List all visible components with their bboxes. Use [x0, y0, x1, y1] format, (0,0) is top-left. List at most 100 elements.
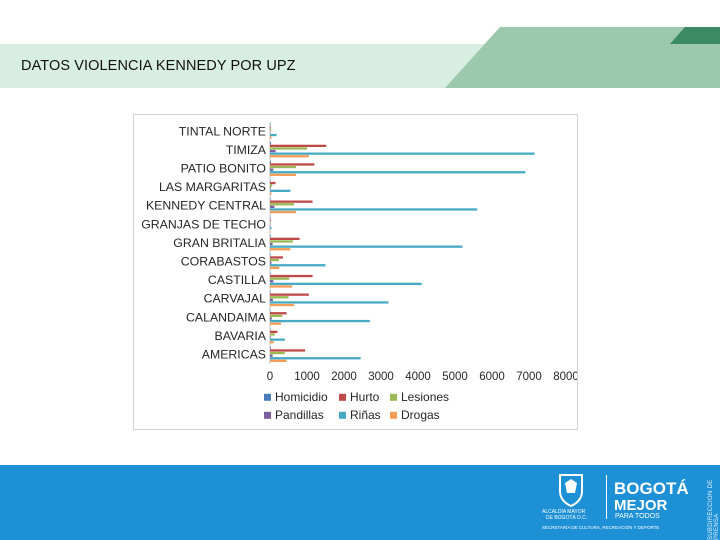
bar-lesiones	[270, 351, 285, 355]
bar-homicidio	[270, 290, 271, 294]
bar-pandillas	[270, 168, 274, 171]
chart-container: TINTAL NORTE TIMIZA PATIO BONITO LAS MARGAR…	[133, 114, 579, 430]
bar-hurto	[270, 237, 300, 240]
bar-rinas	[270, 357, 361, 360]
alcaldia-line-1: ALCALDÍA MAYOR	[542, 509, 586, 515]
bar-pandillas	[270, 280, 274, 283]
category-label: AMERICAS	[202, 348, 266, 362]
bar-drogas	[270, 173, 296, 176]
bar-lesiones	[270, 221, 271, 224]
legend-swatch	[339, 411, 346, 419]
bar-homicidio	[270, 328, 271, 331]
bar-rinas	[270, 152, 535, 155]
bar-hurto	[270, 200, 313, 203]
bar-hurto	[270, 312, 287, 315]
x-tick-label: 8000	[553, 371, 577, 383]
bar-rinas	[270, 319, 370, 323]
bar-lesiones	[270, 165, 296, 169]
bar-pandillas	[270, 149, 276, 153]
bar-lesiones	[270, 258, 279, 262]
bar-lesiones	[270, 184, 273, 187]
bar-hurto	[270, 330, 278, 333]
x-tick-label: 5000	[442, 371, 468, 383]
banner-decoration	[445, 27, 720, 88]
bar-drogas	[270, 322, 282, 325]
bar-lesiones	[270, 128, 272, 131]
mejor-wordmark: MEJOR	[614, 497, 668, 514]
bar-drogas	[270, 210, 296, 214]
category-label: TINTAL NORTE	[179, 124, 266, 138]
bar-pandillas	[270, 131, 271, 134]
bar-rinas	[270, 338, 285, 341]
bar-drogas	[270, 359, 287, 362]
bar-lesiones	[270, 240, 293, 243]
bar-homicidio	[270, 272, 271, 275]
bar-drogas	[270, 266, 280, 269]
bar-hurto	[270, 181, 276, 185]
bar-lesiones	[270, 296, 289, 299]
legend-swatch	[339, 393, 346, 401]
bar-pandillas	[270, 354, 273, 357]
category-label: CORABASTOS	[181, 255, 266, 269]
legend-label: Hurto	[350, 390, 380, 404]
category-label: CASTILLA	[208, 273, 267, 287]
category-label: KENNEDY CENTRAL	[146, 199, 266, 213]
bar-drogas	[270, 229, 271, 232]
x-tick-label: 7000	[516, 371, 542, 383]
bar-lesiones	[270, 277, 290, 280]
bar-rinas	[270, 282, 422, 285]
legend-label: Pandillas	[275, 408, 324, 422]
bar-drogas	[270, 248, 291, 251]
legend-label: Lesiones	[401, 390, 449, 404]
bar-lesiones	[270, 147, 307, 150]
legend-label: Riñas	[350, 408, 381, 422]
bar-rinas	[270, 208, 478, 211]
bar-pandillas	[270, 261, 272, 264]
bar-hurto	[270, 274, 313, 278]
footer-logos: ALCALDÍA MAYOR DE BOGOTÁ D.C. BOGOTÁ MEJ…	[540, 473, 700, 531]
x-tick-label: 0	[267, 371, 273, 383]
bar-rinas	[270, 264, 326, 267]
x-tick-label: 3000	[368, 371, 394, 383]
bar-pandillas	[270, 187, 271, 190]
bar-rinas	[270, 171, 526, 174]
category-label: PATIO BONITO	[181, 162, 266, 176]
x-tick-label: 4000	[405, 371, 431, 383]
bar-homicidio	[270, 216, 271, 219]
bar-hurto	[270, 256, 283, 259]
category-label: TIMIZA	[226, 143, 267, 157]
bar-pandillas	[270, 242, 273, 246]
bar-drogas	[270, 192, 272, 195]
bar-hurto	[270, 126, 271, 129]
bar-lesiones	[270, 203, 295, 206]
footer-side-text: SUBDIRECCIÓN DE PRENSA	[708, 479, 720, 540]
bar-homicidio	[270, 160, 271, 163]
para-todos-wordmark: PARA TODOS	[615, 513, 660, 520]
category-label: CALANDAIMA	[186, 310, 267, 324]
bar-homicidio	[270, 123, 271, 126]
bar-homicidio	[270, 142, 272, 145]
legend-swatch	[390, 411, 397, 419]
bar-pandillas	[270, 317, 272, 320]
legend-swatch	[264, 393, 271, 401]
bar-lesiones	[270, 333, 275, 336]
legend-swatch	[264, 411, 271, 419]
bar-hurto	[270, 219, 271, 222]
category-label: CARVAJAL	[204, 292, 267, 306]
x-tick-label: 1000	[294, 371, 320, 383]
bogota-wordmark: BOGOTÁ	[614, 479, 689, 498]
category-label: LAS MARGARITAS	[159, 180, 266, 194]
category-label: GRANJAS DE TECHO	[141, 217, 266, 231]
coat-of-arms-icon	[559, 474, 583, 507]
bar-pandillas	[270, 335, 271, 339]
category-label: GRAN BRITALIA	[173, 236, 266, 250]
alcaldia-line-2: DE BOGOTÁ D.C.	[546, 515, 588, 521]
bar-homicidio	[270, 253, 271, 256]
bar-drogas	[270, 341, 274, 344]
upz-violence-chart: TINTAL NORTE TIMIZA PATIO BONITO LAS MARGAR…	[141, 122, 579, 422]
bar-rinas	[270, 301, 389, 304]
bar-drogas	[270, 136, 272, 139]
category-label: BAVARIA	[215, 329, 267, 343]
bar-pandillas	[270, 224, 271, 227]
x-tick-label: 6000	[479, 371, 505, 383]
